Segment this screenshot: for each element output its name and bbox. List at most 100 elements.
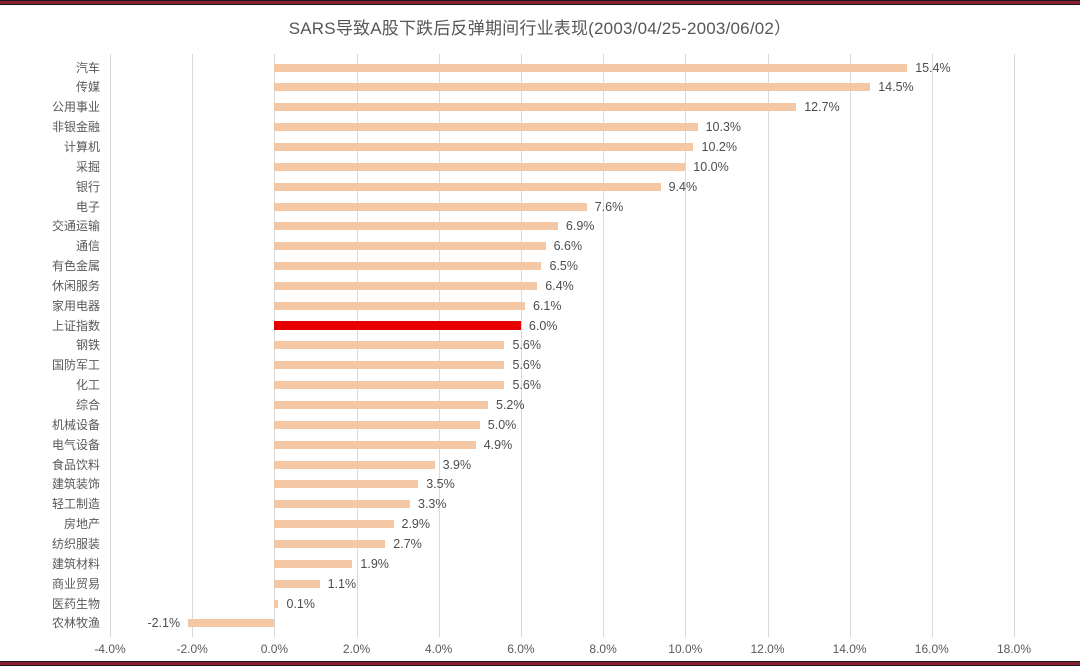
bar: [274, 142, 694, 151]
value-label: 3.9%: [442, 457, 472, 472]
category-label: 化工: [75, 378, 100, 393]
category-label: 休闲服务: [51, 278, 100, 293]
gridline: [767, 54, 769, 637]
x-axis-tick-label: 4.0%: [425, 642, 453, 656]
x-axis-tick-label: 8.0%: [589, 642, 617, 656]
value-label: 2.7%: [393, 536, 422, 551]
bar: [274, 539, 386, 548]
category-label: 银行: [75, 179, 100, 194]
category-label: 房地产: [63, 517, 100, 531]
bar: [274, 83, 871, 92]
category-label: 钢铁: [75, 338, 100, 353]
bar: [274, 420, 480, 429]
category-label: 家用电器: [51, 298, 100, 313]
category-label: 通信: [75, 239, 100, 254]
category-label: 传媒: [75, 80, 100, 95]
x-axis-tick-label: 16.0%: [914, 642, 949, 656]
gridline: [849, 54, 851, 637]
category-label: 医药生物: [51, 596, 100, 611]
x-axis-tick-label: 14.0%: [832, 642, 867, 656]
category-label: 建筑装饰: [51, 477, 100, 492]
category-label: 公用事业: [51, 100, 100, 115]
bar: [274, 361, 505, 370]
value-label: 1.9%: [360, 556, 389, 571]
value-label: 10.0%: [693, 159, 729, 174]
value-label: 4.9%: [483, 437, 513, 452]
value-label: 3.3%: [418, 497, 447, 512]
bar: [274, 262, 542, 270]
value-label: 7.6%: [594, 199, 624, 214]
bar: [274, 123, 698, 132]
bar: [274, 281, 538, 290]
bar: [274, 301, 526, 310]
category-label: 纺织服装: [51, 536, 100, 551]
bottom-border-rule: [0, 661, 1080, 666]
chart-title: SARS导致A股下跌后反弹期间行业表现(2003/04/25-2003/06/0…: [288, 19, 792, 38]
value-label: 6.4%: [545, 278, 574, 293]
bar: [274, 440, 476, 449]
value-label: 9.4%: [668, 179, 698, 194]
bar: [274, 401, 489, 409]
bar: [274, 63, 908, 72]
bar: [274, 460, 435, 469]
category-label: 采掘: [75, 159, 100, 174]
value-label: 5.6%: [512, 358, 542, 373]
gridline: [603, 54, 605, 637]
gridline: [931, 54, 933, 637]
bar: [274, 480, 419, 489]
category-label: 商业贸易: [51, 576, 100, 591]
gridline: [520, 54, 522, 637]
category-label: 交通运输: [51, 219, 100, 234]
value-label: 10.3%: [705, 120, 742, 135]
value-label: 6.6%: [553, 239, 583, 254]
bar: [188, 619, 275, 628]
gridline: [192, 54, 194, 637]
bar: [274, 162, 686, 171]
category-label: 计算机: [63, 139, 100, 154]
category-label: 有色金属: [51, 259, 100, 273]
value-label: 10.2%: [701, 139, 737, 154]
category-label: 电子: [75, 199, 100, 214]
category-label: 国防军工: [51, 358, 100, 373]
value-label: 2.9%: [401, 517, 431, 531]
value-label: 5.0%: [487, 417, 517, 432]
bar: [274, 103, 797, 112]
bar: [274, 242, 546, 251]
value-label: 6.1%: [533, 298, 562, 313]
top-border-rule: [0, 0, 1080, 5]
value-label: 14.5%: [878, 80, 914, 95]
category-label: 汽车: [75, 60, 100, 75]
bar: [274, 222, 558, 231]
value-label: 12.7%: [804, 100, 840, 115]
value-label: 15.4%: [915, 60, 951, 75]
category-label: 食品饮料: [51, 457, 100, 472]
category-label: 非银金融: [51, 120, 100, 135]
x-axis-tick-label: 10.0%: [668, 642, 703, 656]
bar: [274, 182, 661, 191]
category-label: 上证指数: [51, 318, 100, 333]
bar: [274, 599, 279, 608]
value-label: 1.1%: [327, 576, 357, 591]
bar-highlight-shanghai-index: [274, 321, 521, 331]
value-label: -2.1%: [147, 616, 181, 631]
x-axis-tick-label: 6.0%: [507, 642, 535, 656]
category-label: 机械设备: [51, 417, 100, 432]
value-label: 5.6%: [512, 378, 542, 393]
value-label: 5.6%: [512, 338, 542, 353]
category-label: 农林牧渔: [51, 616, 100, 631]
gridline: [110, 54, 111, 637]
gridline: [685, 54, 687, 637]
category-label: 综合: [75, 398, 100, 412]
gridline: [1014, 54, 1015, 637]
value-label: 3.5%: [426, 477, 455, 492]
x-axis-tick-label: -4.0%: [94, 642, 126, 656]
bar: [274, 559, 353, 568]
category-label: 电气设备: [51, 437, 100, 452]
value-label: 6.5%: [549, 259, 579, 273]
x-axis-tick-label: 0.0%: [260, 642, 289, 656]
value-label: 6.0%: [528, 318, 558, 333]
x-axis-tick-label: 12.0%: [750, 642, 785, 656]
bar: [274, 202, 587, 211]
